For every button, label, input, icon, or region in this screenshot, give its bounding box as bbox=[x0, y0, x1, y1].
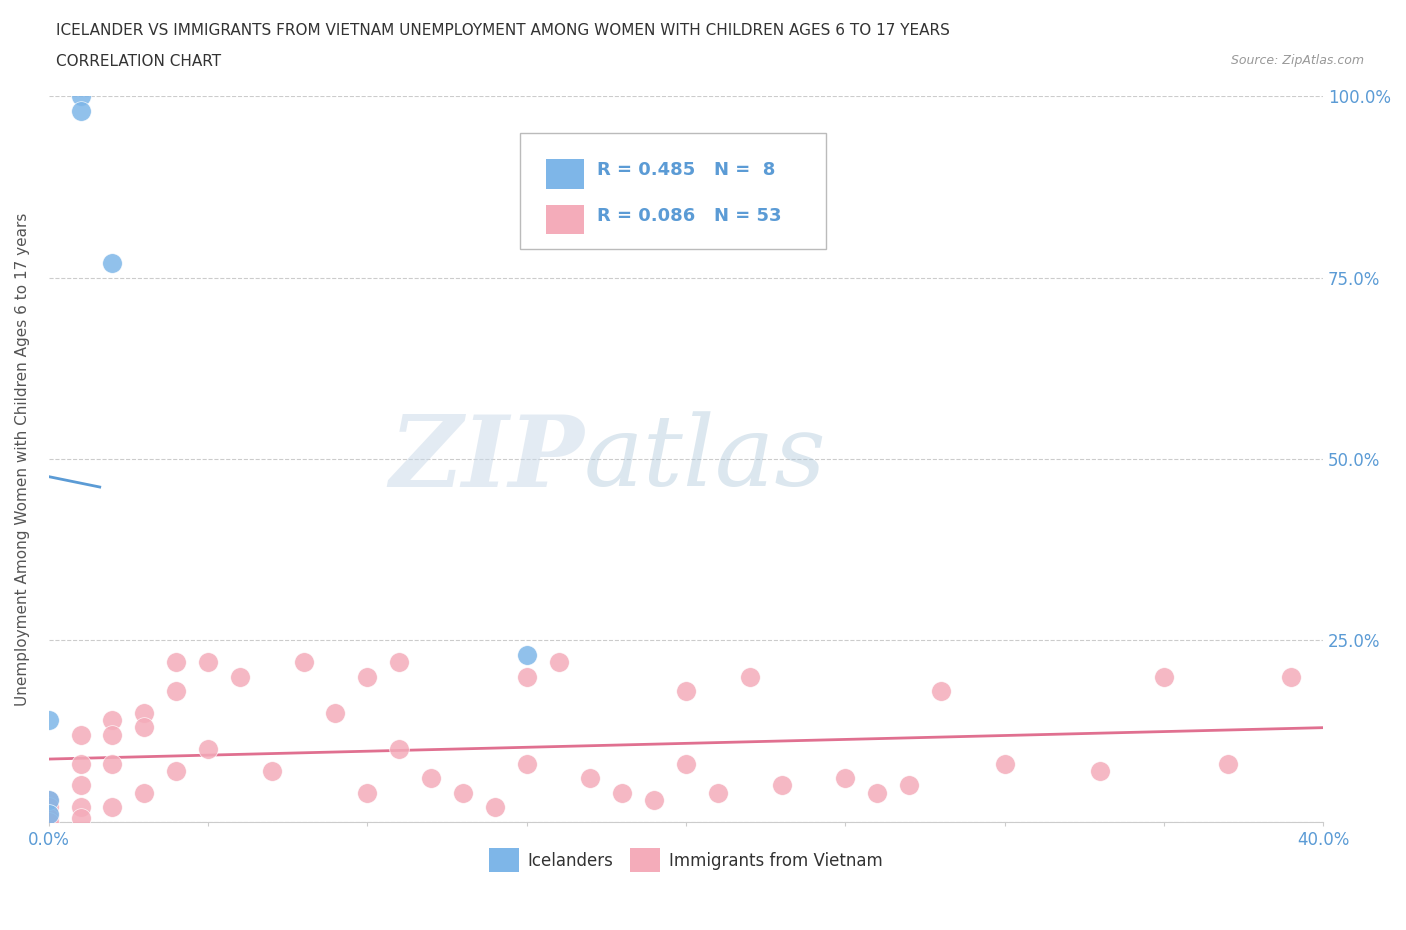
Point bbox=[897, 778, 920, 793]
Point bbox=[101, 712, 124, 727]
Point bbox=[69, 727, 91, 742]
Point bbox=[38, 811, 60, 826]
Point bbox=[1216, 756, 1239, 771]
Point bbox=[516, 670, 538, 684]
Point bbox=[69, 811, 91, 826]
Point bbox=[579, 771, 602, 786]
Point bbox=[69, 103, 91, 118]
Point bbox=[101, 756, 124, 771]
Point bbox=[69, 778, 91, 793]
Point bbox=[292, 655, 315, 670]
Point bbox=[38, 792, 60, 807]
Text: Source: ZipAtlas.com: Source: ZipAtlas.com bbox=[1230, 54, 1364, 67]
Point bbox=[643, 792, 665, 807]
Point bbox=[38, 800, 60, 815]
Point bbox=[516, 756, 538, 771]
Point bbox=[38, 815, 60, 830]
Point bbox=[1088, 764, 1111, 778]
Point bbox=[197, 655, 219, 670]
Point bbox=[834, 771, 856, 786]
Point bbox=[165, 764, 187, 778]
FancyBboxPatch shape bbox=[520, 133, 827, 248]
Text: CORRELATION CHART: CORRELATION CHART bbox=[56, 54, 221, 69]
Point bbox=[993, 756, 1015, 771]
Point bbox=[770, 778, 793, 793]
Bar bbox=[546, 160, 583, 189]
Point bbox=[612, 785, 634, 800]
Point bbox=[707, 785, 730, 800]
Y-axis label: Unemployment Among Women with Children Ages 6 to 17 years: Unemployment Among Women with Children A… bbox=[15, 212, 30, 706]
Point bbox=[165, 684, 187, 698]
Point bbox=[484, 800, 506, 815]
Text: R = 0.086   N = 53: R = 0.086 N = 53 bbox=[596, 207, 782, 225]
Point bbox=[101, 256, 124, 271]
Point bbox=[197, 742, 219, 757]
Point bbox=[229, 670, 252, 684]
Point bbox=[516, 647, 538, 662]
Point bbox=[69, 89, 91, 104]
Bar bbox=[546, 206, 583, 234]
Point bbox=[356, 670, 378, 684]
Point bbox=[38, 807, 60, 822]
Point bbox=[356, 785, 378, 800]
Point bbox=[134, 785, 156, 800]
Point bbox=[38, 792, 60, 807]
Point bbox=[388, 655, 411, 670]
Text: ZIP: ZIP bbox=[389, 411, 583, 507]
Point bbox=[134, 706, 156, 721]
Point bbox=[165, 655, 187, 670]
Point bbox=[451, 785, 474, 800]
Point bbox=[260, 764, 283, 778]
Point bbox=[929, 684, 952, 698]
Point bbox=[101, 800, 124, 815]
Text: ICELANDER VS IMMIGRANTS FROM VIETNAM UNEMPLOYMENT AMONG WOMEN WITH CHILDREN AGES: ICELANDER VS IMMIGRANTS FROM VIETNAM UNE… bbox=[56, 23, 950, 38]
Point bbox=[69, 800, 91, 815]
Legend: Icelanders, Immigrants from Vietnam: Icelanders, Immigrants from Vietnam bbox=[482, 842, 889, 879]
Point bbox=[134, 720, 156, 735]
Text: R = 0.485   N =  8: R = 0.485 N = 8 bbox=[596, 162, 775, 179]
Point bbox=[69, 756, 91, 771]
Point bbox=[38, 807, 60, 822]
Point bbox=[325, 706, 347, 721]
Point bbox=[675, 756, 697, 771]
Point bbox=[420, 771, 443, 786]
Text: atlas: atlas bbox=[583, 411, 827, 507]
Point bbox=[738, 670, 761, 684]
Point bbox=[866, 785, 889, 800]
Point bbox=[101, 727, 124, 742]
Point bbox=[38, 712, 60, 727]
Point bbox=[1279, 670, 1302, 684]
Point bbox=[547, 655, 569, 670]
Point bbox=[675, 684, 697, 698]
Point bbox=[388, 742, 411, 757]
Point bbox=[1153, 670, 1175, 684]
